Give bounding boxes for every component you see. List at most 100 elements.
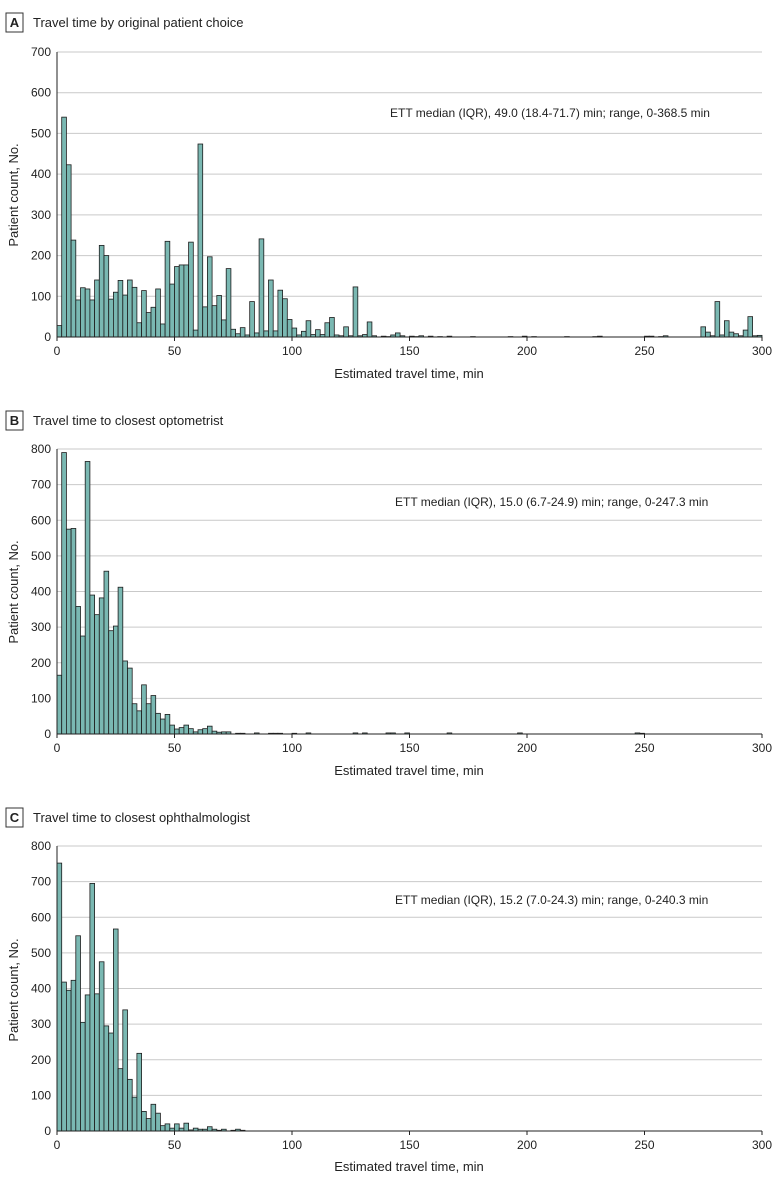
panel-a-x-axis-label: Estimated travel time, min (334, 366, 484, 381)
panel-a-y-tick-label: 300 (31, 208, 51, 222)
panel-c-bar (117, 1068, 124, 1132)
panel-b-bar (127, 667, 133, 735)
panel-b-bar (131, 703, 138, 735)
panel-a-bar (700, 326, 707, 338)
panel-a-bar (164, 240, 171, 338)
panel-b-bar (89, 594, 96, 735)
panel-c-y-tick-label: 0 (44, 1124, 51, 1138)
panel-a-y-tick-label: 400 (31, 167, 51, 181)
panel-b-x-tick-label: 100 (282, 741, 302, 755)
panel-c-bar (183, 1122, 189, 1132)
panel-c-bar (145, 1118, 152, 1132)
panel-b-y-tick-label: 800 (31, 442, 51, 456)
panel-b-y-tick-label: 0 (44, 727, 51, 741)
panel-a-x-tick-label: 50 (168, 344, 182, 358)
panel-a-bar (286, 319, 293, 338)
panel-a-title: Travel time by original patient choice (33, 15, 244, 30)
panel-a-x-tick-label: 0 (54, 344, 61, 358)
panel-c: C Travel time to closest ophthalmologist… (5, 807, 772, 1174)
panel-c-x-tick-label: 100 (282, 1138, 302, 1152)
panel-c-bar (174, 1123, 180, 1132)
panel-a-x-tick-label: 100 (282, 344, 302, 358)
panel-a-bar (272, 330, 279, 338)
panel-b-y-tick-label: 400 (31, 585, 51, 599)
panel-a-bar (291, 327, 298, 338)
panel-c-y-tick-label: 200 (31, 1053, 51, 1067)
panel-a-letter: A (10, 15, 20, 30)
panel-a-y-tick-label: 500 (31, 126, 51, 140)
panel-c-annotation: ETT median (IQR), 15.2 (7.0-24.3) min; r… (395, 893, 708, 907)
panel-a-bar (108, 298, 114, 338)
panel-a-bar (75, 299, 81, 338)
panel-a-bar (277, 289, 283, 338)
panel-a-annotation: ETT median (IQR), 49.0 (18.4-71.7) min; … (390, 106, 710, 120)
panel-b-bar (103, 570, 110, 735)
panel-a-bar (324, 322, 330, 338)
panel-a-x-tick-label: 300 (752, 344, 772, 358)
panel-c-x-tick-label: 50 (168, 1138, 182, 1152)
panel-a-bar (211, 305, 218, 338)
panel-b-y-tick-label: 600 (31, 513, 51, 527)
panel-c-plot: 0 100 200 300 400 500 600 700 800 0 50 100 150 200 250… (31, 839, 772, 1152)
panel-b-annotation: ETT median (IQR), 15.0 (6.7-24.9) min; r… (395, 495, 708, 509)
panel-b-bar (141, 684, 147, 735)
panel-c-bar (56, 862, 63, 1132)
panel-a-y-axis-label: Patient count, No. (6, 143, 21, 246)
panel-b-bar (202, 728, 208, 735)
panel-b-bar (145, 703, 152, 735)
panel-c-bar (75, 935, 81, 1132)
panel-b-bar (150, 695, 157, 735)
panel-c-bar (141, 1111, 147, 1132)
panel-a-bar (127, 279, 133, 338)
panel-b-bar (94, 614, 100, 735)
panel-b-bar (136, 710, 142, 735)
panel-c-bar (113, 928, 119, 1132)
panel-b-bar (108, 630, 114, 735)
panel-c-y-tick-label: 500 (31, 946, 51, 960)
panel-a-bar (253, 332, 260, 338)
panel-a-y-tick-label: 600 (31, 86, 51, 100)
panel-c-x-axis-label: Estimated travel time, min (334, 1159, 484, 1174)
panel-b-y-tick-label: 700 (31, 478, 51, 492)
panel-c-letter: C (10, 810, 20, 825)
panel-c-bar (84, 994, 91, 1132)
panel-a-bar (80, 287, 86, 338)
panel-a-y-tick-label: 200 (31, 249, 51, 263)
panel-a-bar (84, 288, 91, 338)
panel-a-bar (66, 164, 72, 338)
panel-c-bar (127, 1078, 133, 1132)
panel-c-y-tick-label: 300 (31, 1017, 51, 1031)
panel-a-bar (268, 279, 274, 338)
panel-a-bar (206, 256, 213, 338)
panel-b-bar (206, 725, 213, 735)
panel-c-y-tick-label: 700 (31, 875, 51, 889)
panel-a-y-tick-label: 100 (31, 289, 51, 303)
panel-a-x-tick-label: 150 (399, 344, 419, 358)
panel-a-bar (131, 286, 138, 338)
panel-b-x-tick-label: 300 (752, 741, 772, 755)
panel-a-plot: 0 100 200 300 400 500 600 700 0 50 100 150 200 250 300 (31, 45, 772, 358)
panel-a-bar (183, 264, 189, 338)
panel-c-bar (159, 1125, 166, 1132)
panel-c-x-tick-label: 150 (399, 1138, 419, 1152)
panel-a-bar (728, 331, 735, 338)
panel-c-bar (164, 1123, 171, 1132)
panel-b-title: Travel time to closest optometrist (33, 413, 224, 428)
panel-a-bar (188, 241, 194, 338)
panel-c-y-tick-label: 100 (31, 1088, 51, 1102)
panel-b-bar (188, 728, 194, 735)
panel-b: B Travel time to closest optometrist 0 10… (5, 410, 772, 778)
panel-a-bar (150, 306, 157, 338)
panel-a-bar (159, 323, 166, 338)
panel-a-bar (747, 316, 754, 338)
panel-a-bar (122, 294, 128, 338)
panel-a-bar (141, 290, 147, 338)
panel-c-x-tick-label: 300 (752, 1138, 772, 1152)
panel-a-bar (94, 279, 100, 338)
panel-a-bar (343, 326, 349, 338)
panel-a-bar (98, 244, 105, 338)
panel-c-bar (70, 979, 77, 1132)
panel-a-letter-box (5, 12, 24, 33)
panel-a-bar (178, 264, 185, 338)
